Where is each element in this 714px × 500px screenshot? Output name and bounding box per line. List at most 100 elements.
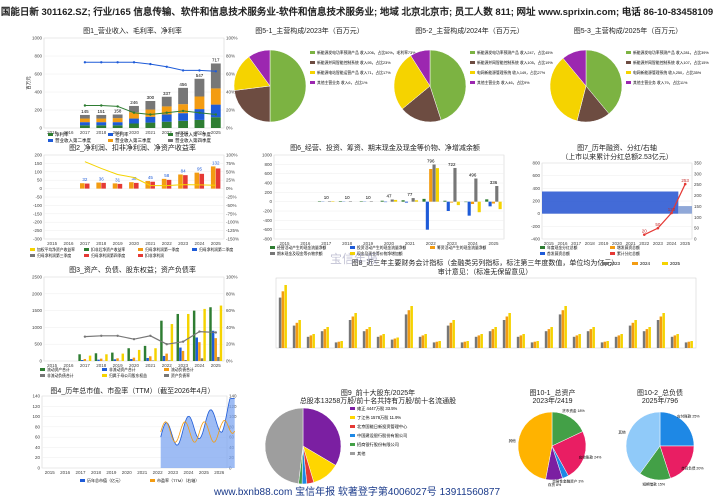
bar (575, 335, 579, 348)
series-point (116, 61, 119, 64)
x-tick-label: 2019 (113, 130, 124, 135)
y-tick-label: 600 (264, 171, 272, 176)
legend-label: 历年总市值（亿元） (87, 477, 123, 483)
bar (94, 353, 98, 361)
x-tick-label: 2023 (178, 363, 189, 368)
chart-revenue: 图1_营业收入、毛利率、净利率 0 200 400 600 800 1000 0% 20% 40… (20, 26, 245, 146)
bar (194, 96, 205, 110)
data-label: 337 (163, 91, 171, 96)
x-tick-label: 2021 (405, 241, 416, 246)
x-tick-label: 2017 (80, 130, 91, 135)
y2-tick-label: 40% (226, 90, 235, 95)
series-point (181, 340, 185, 343)
x-tick-label: 2021 (626, 241, 637, 246)
x-tick-label: 2015 (47, 241, 58, 246)
x-tick-label: 2018 (96, 130, 107, 135)
bar (432, 342, 436, 348)
chart-title: 图9_前十大股东/2025年 (340, 390, 416, 397)
bar (145, 116, 156, 123)
bar (670, 336, 674, 348)
bar (96, 122, 107, 126)
y-tick-label: 100 (32, 414, 40, 419)
bar (84, 183, 90, 189)
x-tick-label: 2017 (80, 241, 91, 246)
bar (684, 342, 688, 348)
y-tick-label: 500 (34, 342, 42, 347)
series-point (116, 105, 119, 108)
series-point (198, 69, 201, 72)
legend-label: 资产负债率 (171, 373, 190, 378)
legend-swatch (470, 51, 475, 54)
legend-swatch (310, 61, 315, 64)
y2-tick-label: 100% (226, 36, 238, 41)
bar (380, 200, 384, 202)
bar (477, 335, 481, 348)
chart-total-liabilities: 图10-2_总负债 2025年/796 应付账款 25% 合同负债 20% 短期借款… (606, 388, 714, 488)
legend-swatch (30, 248, 35, 251)
bar (495, 185, 499, 202)
legend-swatch (164, 374, 169, 377)
legend-label: 筹资活动产生的现金流量净额 (437, 245, 487, 250)
bar (80, 359, 84, 361)
legend-swatch (350, 434, 355, 437)
bar (449, 322, 453, 348)
bar (340, 341, 343, 348)
slice-label: 其他 (509, 438, 517, 443)
legend-label: 营业收入第一季度 (175, 131, 211, 138)
legend-swatch (108, 139, 113, 142)
bar (550, 327, 553, 348)
bar (687, 341, 691, 348)
bar (564, 306, 567, 348)
bar (281, 291, 285, 348)
y-tick-label: 800 (264, 162, 272, 167)
x-tick-label: 2024 (194, 241, 205, 246)
slice-label: 应付账款 25% (677, 414, 700, 419)
y2-tick-label: 25% (226, 178, 235, 183)
bar (210, 166, 216, 189)
bar (645, 329, 649, 348)
chart-title: 图2_净利润、扣非净利润、净资产收益率 (69, 145, 196, 152)
y-tick-label: 1000 (32, 36, 43, 41)
data-label: 722 (448, 162, 456, 167)
y2-tick-label: 60% (226, 72, 235, 77)
x-tick-label: 2022 (162, 241, 173, 246)
legend-swatch (610, 252, 615, 255)
page-header: 国能日新 301162.SZ; 行业/165 信息传输、软件和信息技术服务业-软… (0, 7, 714, 18)
legend-label: 期末现金及现金等价物余额 (277, 251, 323, 256)
bar (306, 336, 310, 348)
bar (210, 88, 221, 105)
bar (80, 125, 90, 128)
x-tick-label: 2021 (145, 241, 156, 246)
chart-subtitle: 审计意见：（标准无保留意见） (437, 269, 533, 276)
x-tick-label: 2020 (384, 241, 395, 246)
bar (96, 114, 107, 119)
bar (121, 353, 125, 361)
legend-swatch (540, 252, 545, 255)
x-tick-label: 2022 (426, 241, 437, 246)
series-line (84, 161, 216, 187)
x-tick-label: 2024 (667, 241, 678, 246)
slice-label: 其他 (618, 430, 626, 435)
bar (209, 307, 212, 361)
y2-tick-label: 60% (226, 308, 235, 313)
data-label: 32 (82, 177, 88, 182)
y2-tick-label: 0% (226, 186, 233, 191)
bar (149, 356, 152, 361)
series-point (214, 113, 218, 116)
x-tick-label: 2022 (162, 130, 173, 135)
legend-swatch (350, 246, 355, 249)
data-label: 145 (81, 109, 89, 114)
series-point (214, 331, 218, 334)
chart-pie-2025: 图5-3_主营构成/2025年（百万元） 新能源发电功率预测产品 收入281，占… (548, 26, 709, 141)
bar (203, 308, 206, 361)
legend-swatch (48, 133, 53, 136)
x-tick-label: 2024 (194, 130, 205, 135)
y-tick-label: 400 (532, 186, 540, 191)
legend-label: 电网新能源管理系统 收入149，占比27% (477, 70, 546, 75)
bar (600, 342, 604, 348)
bar (435, 341, 439, 348)
bar (165, 353, 168, 361)
bar (456, 201, 460, 206)
data-label: 84 (181, 168, 187, 173)
bar (491, 201, 496, 204)
